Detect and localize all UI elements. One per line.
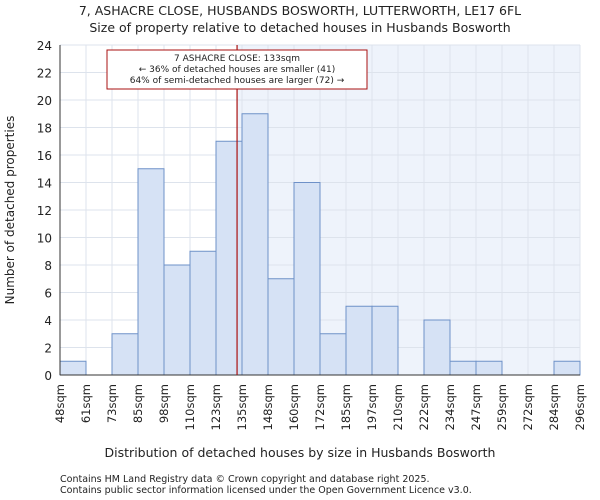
x-tick-labels: 48sqm 61sqm 73sqm 85sqm 98sqm 110sqm 123sqm 135… bbox=[53, 384, 587, 430]
x-tick-label: 160sqm bbox=[287, 384, 301, 430]
x-tick-label: 172sqm bbox=[313, 384, 327, 430]
bar bbox=[189, 250, 217, 376]
bar bbox=[163, 264, 191, 376]
x-tick-label: 284sqm bbox=[547, 384, 561, 430]
chart-subtitle: Size of property relative to detached ho… bbox=[89, 20, 510, 35]
x-tick-label: 210sqm bbox=[391, 384, 405, 430]
y-tick-label: 8 bbox=[44, 259, 52, 273]
y-tick-label: 18 bbox=[37, 122, 52, 136]
x-tick-label: 259sqm bbox=[495, 384, 509, 430]
y-axis-label: Number of detached properties bbox=[3, 116, 17, 305]
bar bbox=[475, 360, 503, 376]
bar bbox=[423, 319, 451, 376]
x-tick-label: 296sqm bbox=[573, 384, 587, 430]
bar bbox=[267, 278, 295, 376]
y-tick-label: 12 bbox=[37, 204, 52, 218]
bar bbox=[137, 168, 165, 376]
y-tick-label: 14 bbox=[37, 177, 52, 191]
y-tick-label: 0 bbox=[44, 369, 52, 383]
x-tick-label: 123sqm bbox=[209, 384, 223, 430]
annotation-frame bbox=[106, 49, 368, 90]
bar bbox=[293, 182, 321, 376]
x-tick-label: 48sqm bbox=[53, 384, 67, 423]
y-tick-label: 16 bbox=[37, 149, 52, 163]
bar bbox=[111, 333, 139, 376]
x-tick-label: 222sqm bbox=[417, 384, 431, 430]
footer-line-1: Contains HM Land Registry data © Crown c… bbox=[60, 474, 430, 485]
x-tick-label: 98sqm bbox=[157, 384, 171, 423]
x-tick-label: 73sqm bbox=[105, 384, 119, 423]
x-tick-label: 148sqm bbox=[261, 384, 275, 430]
x-tick-label: 272sqm bbox=[521, 384, 535, 430]
footer-line-2: Contains public sector information licen… bbox=[60, 485, 472, 496]
y-tick-label: 24 bbox=[37, 39, 52, 53]
x-tick-label: 185sqm bbox=[339, 384, 353, 430]
bar bbox=[371, 305, 399, 376]
chart-title: 7, ASHACRE CLOSE, HUSBANDS BOSWORTH, LUT… bbox=[79, 3, 521, 18]
x-tick-label: 110sqm bbox=[183, 384, 197, 430]
y-tick-label: 6 bbox=[44, 287, 52, 301]
bar bbox=[59, 360, 87, 376]
bar bbox=[319, 333, 347, 376]
bar bbox=[449, 360, 477, 376]
annotation-line-2: ← 36% of detached houses are smaller (41… bbox=[139, 65, 336, 75]
y-tick-label: 22 bbox=[37, 67, 52, 81]
annotation-line-1: 7 ASHACRE CLOSE: 133sqm bbox=[174, 54, 300, 64]
x-tick-label: 234sqm bbox=[443, 384, 457, 430]
x-axis-label: Distribution of detached houses by size … bbox=[105, 445, 496, 460]
x-tick-label: 247sqm bbox=[469, 384, 483, 430]
annotation-box: 7 ASHACRE CLOSE: 133sqm ← 36% of detache… bbox=[106, 49, 368, 90]
y-tick-label: 2 bbox=[44, 342, 52, 356]
y-tick-label: 10 bbox=[37, 232, 52, 246]
x-tick-label: 85sqm bbox=[131, 384, 145, 423]
bar bbox=[215, 140, 243, 376]
bar bbox=[553, 360, 581, 376]
x-tick-label: 197sqm bbox=[365, 384, 379, 430]
x-tick-label: 135sqm bbox=[235, 384, 249, 430]
y-tick-label: 20 bbox=[37, 94, 52, 108]
x-tick-label: 61sqm bbox=[79, 384, 93, 423]
bar bbox=[241, 113, 269, 376]
y-tick-label: 4 bbox=[44, 314, 52, 328]
bar bbox=[345, 305, 373, 376]
annotation-line-3: 64% of semi-detached houses are larger (… bbox=[130, 76, 345, 86]
